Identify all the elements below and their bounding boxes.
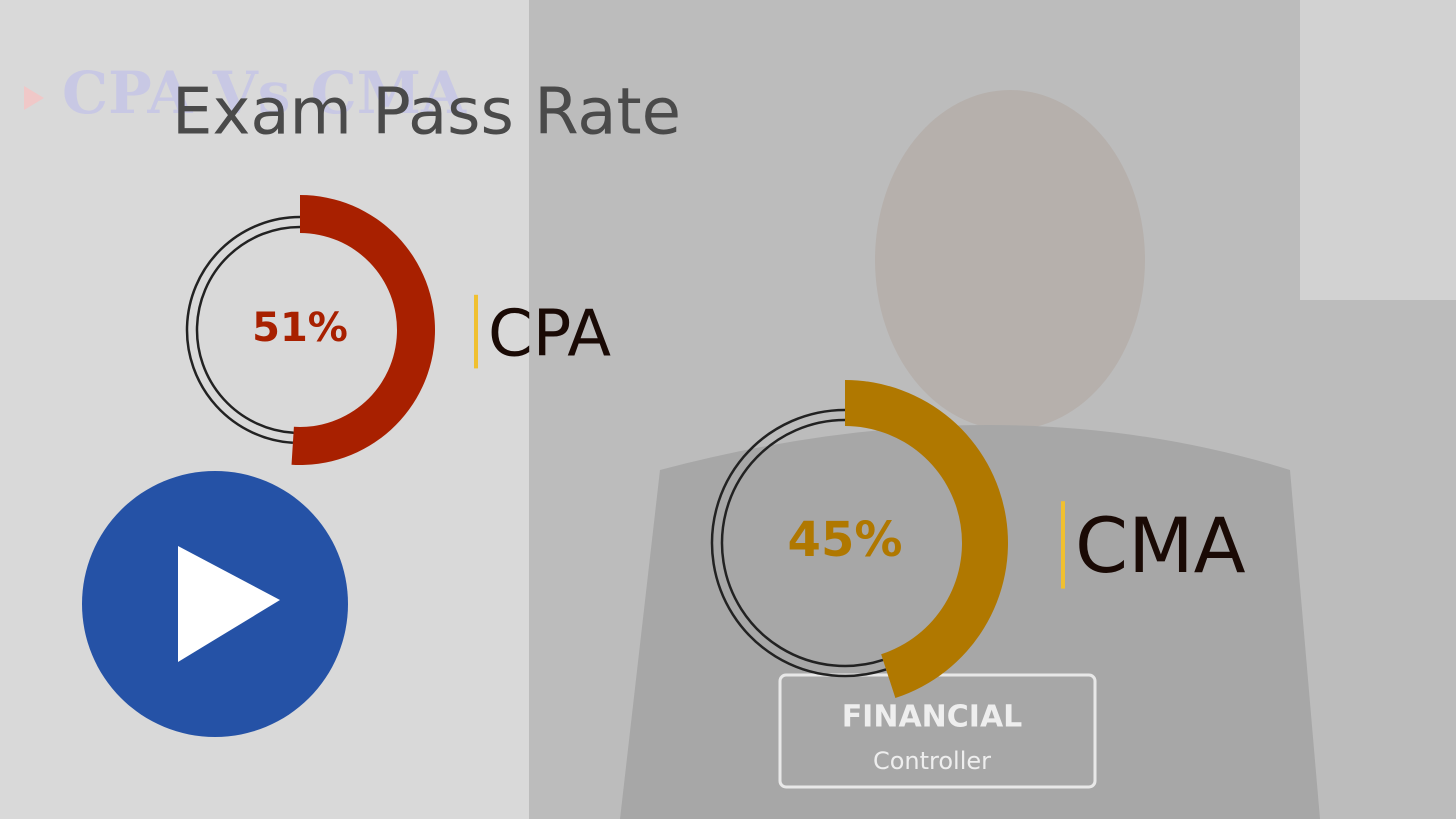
- background-heading: CPA Vs CMA: [62, 59, 467, 127]
- gauge-track: [195, 225, 301, 435]
- shirt-text: FINANCIAL: [842, 700, 1023, 735]
- gauge-arc: [291, 195, 436, 466]
- value-label: 51%: [252, 305, 348, 351]
- wall-frame: [1300, 0, 1456, 300]
- person-head: [875, 90, 1145, 430]
- heading-marker: [24, 86, 44, 110]
- category-label: CMA: [1075, 501, 1246, 590]
- chart-title: Exam Pass Rate: [172, 76, 681, 150]
- gauge-track: [720, 418, 884, 668]
- play-icon: [178, 546, 280, 662]
- gauge-track: [185, 215, 301, 445]
- shirt-text: Controller: [873, 747, 991, 775]
- gauges: 51% CPA 45% CMA: [185, 195, 1246, 699]
- label-accent: [1061, 501, 1065, 589]
- label-accent: [474, 294, 478, 369]
- value-label: 45%: [788, 512, 903, 568]
- category-label: CPA: [488, 298, 611, 372]
- gauge-track: [710, 408, 887, 678]
- gauge-arc: [845, 380, 1008, 699]
